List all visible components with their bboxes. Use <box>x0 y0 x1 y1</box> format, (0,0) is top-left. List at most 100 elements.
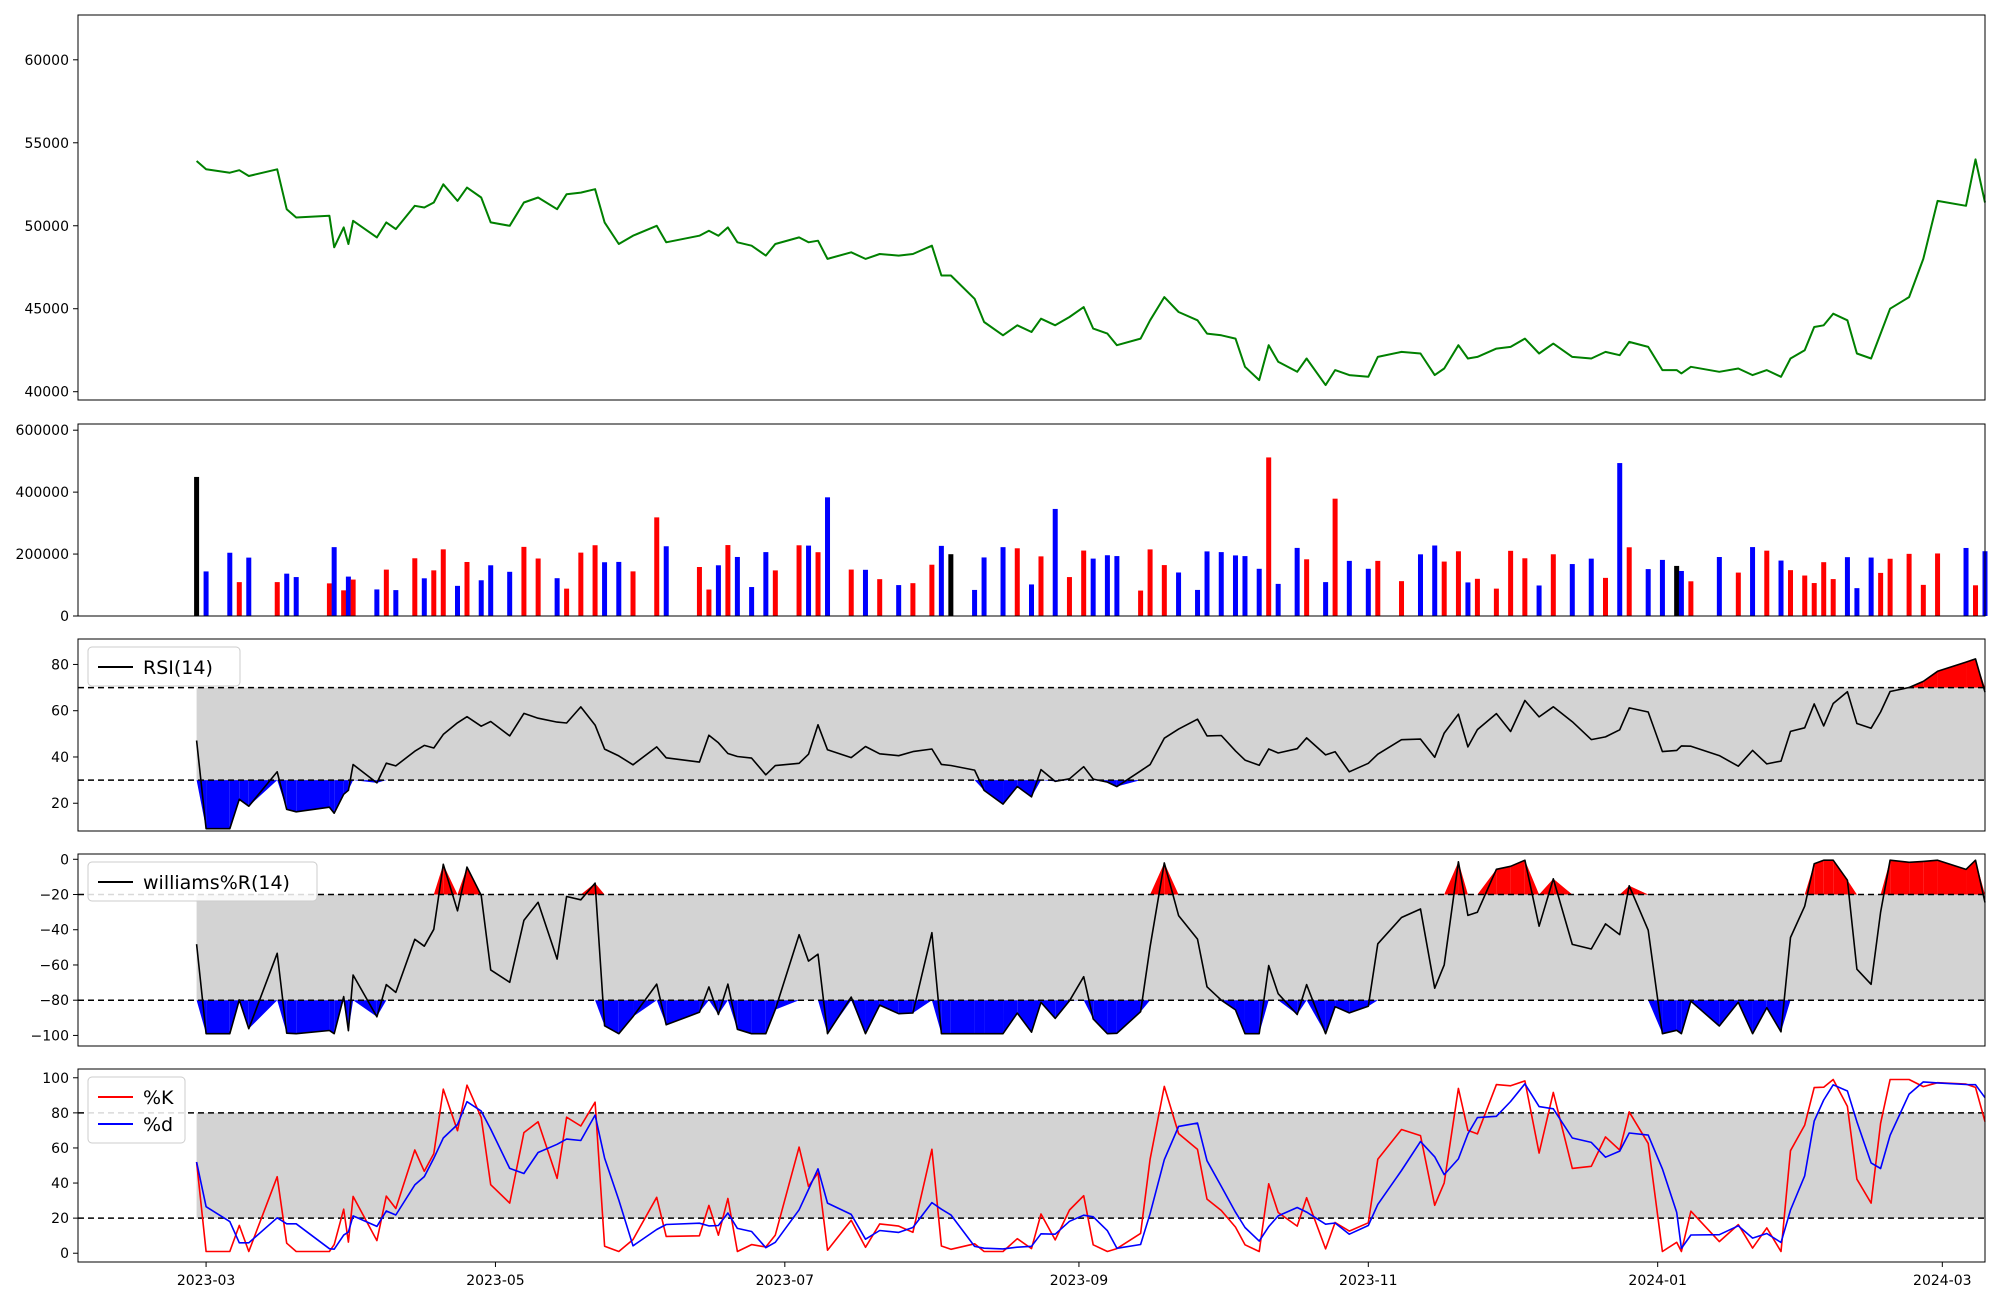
oversold-fill <box>827 1000 852 1034</box>
oversold-fill <box>1140 1000 1151 1012</box>
overbought-fill <box>1909 861 1924 895</box>
k-line <box>195 1078 1986 1253</box>
volume-bar <box>1332 498 1338 616</box>
volume-bar <box>734 556 740 616</box>
legend: williams%R(14) <box>87 861 318 902</box>
volume-bar <box>1522 558 1528 616</box>
volume-bar <box>1465 582 1471 616</box>
volume-bar <box>1659 559 1665 616</box>
overbought-fill <box>443 864 458 895</box>
oversold-fill <box>595 1000 605 1026</box>
neutral-band <box>196 894 1986 1001</box>
volume-bar <box>1304 559 1310 616</box>
oversold-fill <box>1349 1000 1369 1013</box>
oversold-fill <box>699 1000 709 1013</box>
oversold-fill <box>708 1000 719 1015</box>
overbought-fill <box>1619 885 1630 895</box>
volume-bar <box>602 562 608 616</box>
y-tick-label: 55000 <box>24 136 69 152</box>
volume-bar <box>236 582 242 616</box>
legend-frame <box>87 861 318 902</box>
overbought-fill <box>1966 658 1976 688</box>
volume-bar <box>431 570 437 616</box>
oversold-fill <box>974 1000 985 1034</box>
volume-bar <box>1346 560 1352 616</box>
overbought-fill <box>1510 860 1525 895</box>
volume-bar <box>440 549 446 616</box>
y-tick-label: 400000 <box>16 485 69 501</box>
volume-bar <box>1844 557 1850 616</box>
oversold-fill <box>851 1000 866 1034</box>
y-tick-label: 0 <box>60 609 69 625</box>
volume-bar <box>1688 581 1694 616</box>
volume-bar <box>1038 556 1044 616</box>
oversold-fill <box>334 780 344 814</box>
y-tick-label: 200000 <box>16 547 69 563</box>
oversold-fill <box>666 1000 700 1025</box>
overbought-fill <box>1923 860 1938 895</box>
overbought-fill <box>1937 662 1967 688</box>
volume-bar <box>1854 588 1860 616</box>
volume-bar <box>725 545 731 616</box>
panel-volume: 0 200000 400000 600000 <box>16 423 1988 625</box>
oversold-fill <box>1335 1000 1350 1013</box>
indicator-line <box>195 658 1986 830</box>
y-tick-label: 0 <box>60 852 69 868</box>
volume-bar <box>1750 547 1756 616</box>
volume-bar <box>246 557 252 616</box>
volume-bar <box>948 554 954 616</box>
y-tick-label: 60 <box>51 704 69 720</box>
oversold-fill <box>941 1000 951 1034</box>
volume-bar <box>749 587 755 616</box>
volume-bar <box>1275 583 1281 616</box>
volume-bar <box>478 580 484 616</box>
oversold-fill <box>1235 1000 1245 1034</box>
y-tick-label: −100 <box>31 1028 69 1044</box>
volume-bar <box>806 545 812 616</box>
y-tick-label: 80 <box>51 657 69 673</box>
axes-frame <box>77 14 1986 401</box>
volume-bar <box>1508 550 1514 616</box>
oversold-fill <box>950 1000 975 1034</box>
oversold-fill <box>196 780 207 829</box>
overbought-fill <box>1880 860 1891 895</box>
volume-bar <box>896 585 902 616</box>
overbought-fill <box>1524 860 1540 895</box>
y-tick-label: 0 <box>60 1246 69 1262</box>
oversold-fill <box>286 1000 297 1034</box>
volume-bar <box>1973 585 1979 616</box>
oversold-fill <box>737 1000 752 1034</box>
oversold-fill <box>1031 780 1041 797</box>
x-tick-label: 2024-03 <box>1913 1273 1972 1289</box>
oversold-fill <box>376 1000 387 1017</box>
volume-bar <box>715 565 721 616</box>
overbought-fill <box>1833 860 1848 895</box>
volume-bar <box>350 579 356 616</box>
overbought-fill <box>1966 860 1976 895</box>
volume-bar <box>564 588 570 616</box>
volume-bar <box>1811 583 1817 616</box>
volume-bar <box>929 564 935 616</box>
volume-bar <box>1906 553 1912 616</box>
y-tick-label: 20 <box>51 1211 69 1227</box>
oversold-fill <box>656 1000 667 1025</box>
volume-bar <box>464 561 470 616</box>
volume-bar <box>1868 557 1874 616</box>
volume-bar <box>1455 551 1461 616</box>
volume-bar <box>1474 578 1480 616</box>
volume-bar <box>592 545 598 616</box>
overbought-fill <box>1923 671 1938 688</box>
volume-bar <box>1920 584 1926 616</box>
volume-bar <box>1147 549 1153 616</box>
overbought-fill <box>1164 862 1179 895</box>
price-line <box>195 158 1986 387</box>
volume-bar <box>331 547 337 616</box>
oversold-fill <box>1017 780 1032 797</box>
volume-bar <box>1588 558 1594 616</box>
volume-bar <box>1536 585 1542 616</box>
volume-bar <box>1029 584 1034 616</box>
legend: %K %d <box>87 1076 186 1144</box>
volume-bar <box>1218 552 1224 616</box>
oversold-fill <box>974 780 985 791</box>
oversold-fill <box>618 1000 634 1034</box>
